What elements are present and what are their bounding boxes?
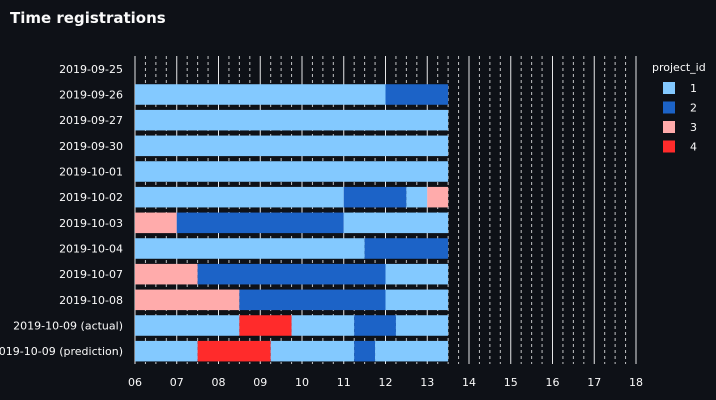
bar-segment-project-2 (354, 340, 376, 362)
bar-segment-project-1 (135, 315, 240, 336)
bar-segment-project-1 (135, 109, 449, 131)
y-tick-label: 2019-09-25 (59, 63, 123, 76)
y-tick-label: 2019-09-26 (59, 89, 123, 102)
x-tick-label: 07 (170, 376, 184, 389)
x-tick-label: 11 (337, 376, 351, 389)
x-tick-label: 15 (504, 376, 518, 389)
bar-segment-project-2 (239, 289, 386, 311)
bar-segment-project-4 (239, 315, 292, 336)
legend-label: 4 (690, 141, 697, 154)
bar-segment-project-1 (343, 212, 449, 234)
bar-segment-project-3 (135, 263, 198, 285)
bar-segment-project-3 (427, 186, 449, 208)
bar-segment-project-2 (197, 263, 386, 285)
x-tick-label: 13 (420, 376, 434, 389)
y-tick-label: 2019-10-04 (59, 243, 123, 256)
bar-segment-project-1 (135, 186, 344, 208)
bar-segment-project-1 (375, 340, 449, 362)
y-tick-label: 2019-10-08 (59, 294, 123, 307)
x-tick-label: 10 (295, 376, 309, 389)
bar-segment-project-2 (364, 238, 449, 259)
bar-segment-project-2 (385, 84, 449, 105)
bar-segment-project-1 (135, 135, 449, 157)
legend-label: 3 (690, 121, 697, 134)
bar-segment-project-4 (197, 340, 271, 362)
bar-segment-project-1 (135, 238, 365, 259)
chart-title: Time registrations (10, 9, 166, 27)
y-tick-label: 2019-10-03 (59, 217, 123, 230)
x-tick-label: 12 (379, 376, 393, 389)
y-tick-label: 2019-10-02 (59, 191, 123, 204)
x-tick-label: 06 (128, 376, 142, 389)
bar-segment-project-1 (135, 84, 386, 105)
x-tick-label: 14 (462, 376, 476, 389)
legend-label: 1 (690, 82, 697, 95)
legend-swatch (663, 101, 675, 114)
x-tick-label: 08 (212, 376, 226, 389)
legend-swatch (663, 121, 675, 133)
bar-segment-project-3 (135, 289, 240, 311)
bar-segment-project-1 (135, 161, 449, 182)
bar-segment-project-1 (291, 315, 355, 336)
y-tick-label: 2019-10-07 (59, 268, 123, 281)
x-tick-label: 18 (629, 376, 643, 389)
bar-segment-project-2 (176, 212, 344, 234)
y-tick-label: 2019-10-09 (prediction) (0, 345, 123, 358)
bar-segment-project-3 (135, 212, 177, 234)
legend-swatch (663, 140, 675, 153)
legend-label: 2 (690, 102, 697, 115)
bar-segment-project-1 (385, 289, 449, 311)
bar-segment-project-1 (385, 263, 449, 285)
x-tick-label: 16 (546, 376, 560, 389)
x-tick-label: 17 (587, 376, 601, 389)
y-tick-label: 2019-10-01 (59, 166, 123, 179)
bar-segment-project-2 (343, 186, 407, 208)
x-tick-label: 09 (253, 376, 267, 389)
bar-segment-project-1 (395, 315, 449, 336)
legend-swatch (663, 82, 675, 94)
y-tick-label: 2019-10-09 (actual) (13, 320, 123, 333)
bar-segment-project-1 (270, 340, 355, 362)
legend-title: project_id (652, 61, 706, 74)
bar-segment-project-2 (354, 315, 396, 336)
bar-segment-project-1 (135, 340, 198, 362)
y-tick-label: 2019-09-30 (59, 140, 123, 153)
y-tick-label: 2019-09-27 (59, 114, 123, 127)
bar-segment-project-1 (406, 186, 428, 208)
